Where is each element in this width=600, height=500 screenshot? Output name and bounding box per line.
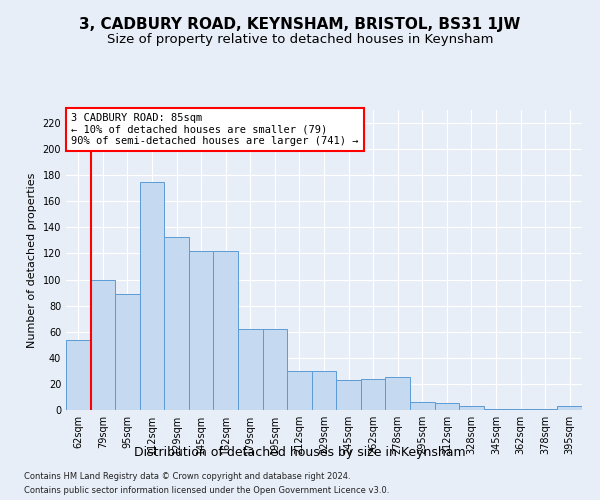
Bar [361,378,385,410]
Bar [484,408,508,410]
Bar [287,371,312,410]
Bar [214,251,238,410]
Bar [459,406,484,410]
Bar [91,280,115,410]
Text: Distribution of detached houses by size in Keynsham: Distribution of detached houses by size … [134,446,466,459]
Bar [189,251,214,410]
Bar [312,371,336,410]
Y-axis label: Number of detached properties: Number of detached properties [27,172,37,348]
Text: Size of property relative to detached houses in Keynsham: Size of property relative to detached ho… [107,32,493,46]
Bar [533,408,557,410]
Bar [336,380,361,410]
Bar [263,329,287,410]
Bar [434,404,459,410]
Bar [164,236,189,410]
Bar [66,340,91,410]
Bar [557,406,582,410]
Text: 3, CADBURY ROAD, KEYNSHAM, BRISTOL, BS31 1JW: 3, CADBURY ROAD, KEYNSHAM, BRISTOL, BS31… [79,18,521,32]
Text: Contains public sector information licensed under the Open Government Licence v3: Contains public sector information licen… [24,486,389,495]
Bar [508,408,533,410]
Text: Contains HM Land Registry data © Crown copyright and database right 2024.: Contains HM Land Registry data © Crown c… [24,472,350,481]
Text: 3 CADBURY ROAD: 85sqm
← 10% of detached houses are smaller (79)
90% of semi-deta: 3 CADBURY ROAD: 85sqm ← 10% of detached … [71,113,359,146]
Bar [140,182,164,410]
Bar [410,402,434,410]
Bar [385,378,410,410]
Bar [115,294,140,410]
Bar [238,329,263,410]
